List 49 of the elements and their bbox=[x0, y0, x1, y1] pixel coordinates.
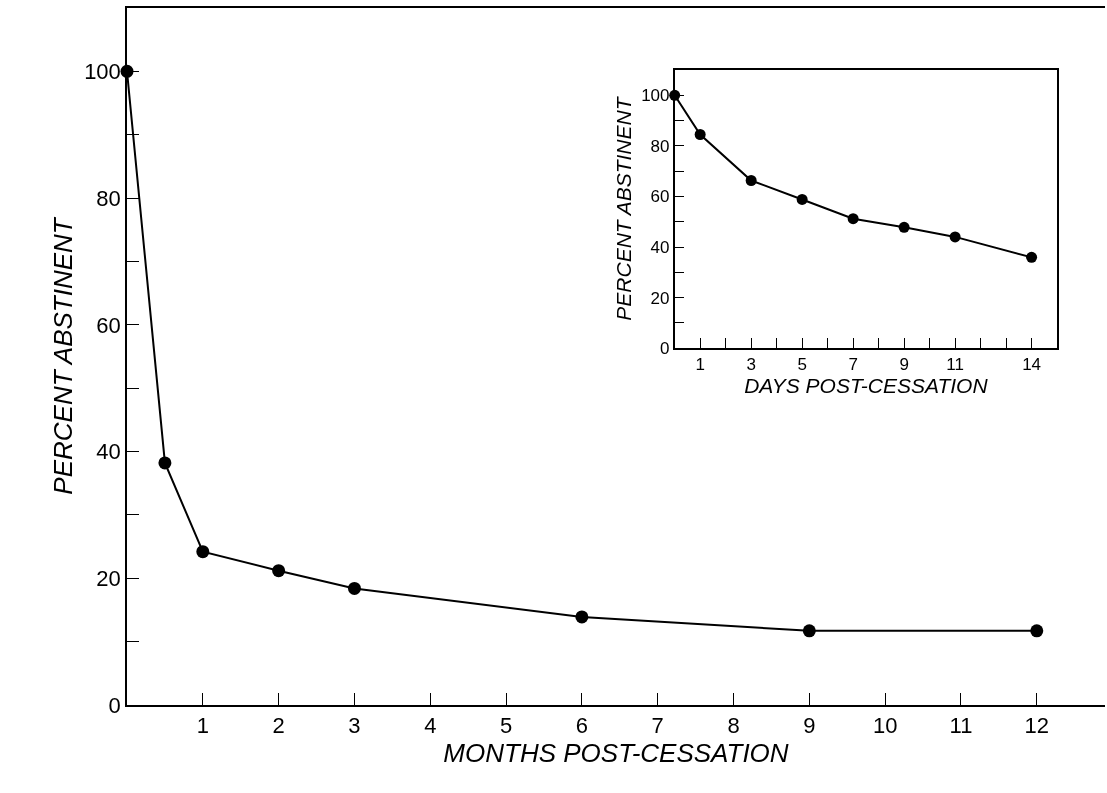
x-tick-label: 9 bbox=[803, 713, 816, 739]
point bbox=[949, 231, 961, 243]
x-tick-label: 7 bbox=[651, 713, 664, 739]
point bbox=[898, 221, 910, 233]
point bbox=[158, 456, 172, 470]
point bbox=[745, 175, 757, 187]
y-tick-label: 20 bbox=[96, 565, 121, 591]
point bbox=[796, 193, 808, 205]
y-tick-label: 20 bbox=[650, 288, 670, 308]
point bbox=[694, 129, 706, 140]
x-tick-label: 11 bbox=[949, 713, 973, 739]
x-axis-title: DAYS POST-CESSATION bbox=[744, 374, 989, 398]
x-tick-label: 12 bbox=[1024, 713, 1050, 739]
x-tick-label: 10 bbox=[872, 713, 898, 739]
x-tick-label: 1 bbox=[196, 713, 209, 739]
x-tick-label: 8 bbox=[727, 713, 740, 739]
y-tick-label: 0 bbox=[660, 339, 670, 359]
x-tick-label: 7 bbox=[848, 355, 858, 375]
x-tick-label: 4 bbox=[424, 713, 437, 739]
y-tick-label: 100 bbox=[641, 86, 670, 106]
x-tick-label: 6 bbox=[575, 713, 589, 739]
point bbox=[196, 545, 210, 559]
x-tick-label: 14 bbox=[1022, 355, 1042, 375]
x-tick-label: 5 bbox=[797, 355, 807, 375]
y-tick-label: 60 bbox=[650, 187, 670, 207]
y-tick-label: 60 bbox=[96, 312, 121, 338]
y-tick-label: 0 bbox=[108, 692, 121, 718]
x-axis-title: MONTHS POST-CESSATION bbox=[443, 738, 789, 769]
y-tick-label: 40 bbox=[650, 237, 670, 257]
point bbox=[1026, 251, 1038, 263]
y-tick-label: 80 bbox=[96, 185, 121, 211]
point bbox=[1030, 624, 1044, 638]
y-axis-title: PERCENT ABSTINENT bbox=[48, 216, 79, 495]
y-tick-label: 40 bbox=[96, 439, 121, 465]
x-tick-label: 5 bbox=[499, 713, 513, 739]
point bbox=[802, 624, 816, 638]
point bbox=[347, 581, 361, 595]
point bbox=[847, 213, 859, 225]
x-tick-label: 3 bbox=[348, 713, 361, 739]
x-tick-label: 3 bbox=[746, 355, 756, 375]
y-tick-label: 100 bbox=[84, 59, 121, 85]
point bbox=[575, 610, 589, 624]
x-tick-label: 2 bbox=[272, 713, 285, 739]
y-tick-label: 80 bbox=[650, 136, 670, 156]
y-axis-title: PERCENT ABSTINENT bbox=[611, 95, 635, 321]
point bbox=[272, 564, 286, 578]
x-tick-label: 1 bbox=[695, 355, 705, 375]
x-tick-label: 9 bbox=[899, 355, 909, 375]
x-tick-label: 11 bbox=[946, 355, 964, 375]
